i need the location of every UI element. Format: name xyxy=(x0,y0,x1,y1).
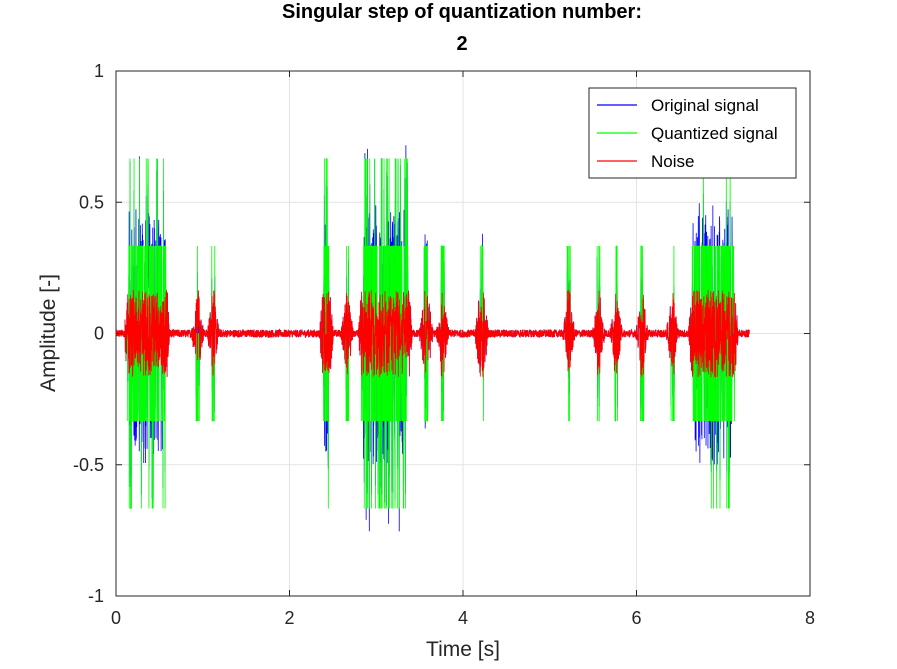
series-layer xyxy=(115,145,750,532)
y-tick-label: -0.5 xyxy=(73,455,104,475)
legend: Original signal Quantized signal Noise xyxy=(588,87,797,179)
x-tick-label: 0 xyxy=(111,608,121,628)
y-tick-label: 1 xyxy=(94,61,104,81)
y-tick-label: 0.5 xyxy=(79,192,104,212)
chart-title-line1: Singular step of quantization number: xyxy=(282,1,642,23)
x-tick-label: 8 xyxy=(805,608,815,628)
chart-title-line2: 2 xyxy=(456,33,467,55)
x-tick-label: 6 xyxy=(631,608,641,628)
legend-label-original-signal: Original signal xyxy=(651,96,759,115)
series-noise xyxy=(115,289,750,378)
axis-ticks: 0 2 4 6 8 -1 -0.5 0 0.5 1 xyxy=(73,61,815,628)
y-tick-label: -1 xyxy=(88,586,104,606)
x-axis-label: Time [s] xyxy=(426,638,500,661)
y-tick-label: 0 xyxy=(94,324,104,344)
legend-label-quantized-signal: Quantized signal xyxy=(651,124,778,143)
x-tick-label: 2 xyxy=(284,608,294,628)
y-axis-label: Amplitude [-] xyxy=(37,274,60,392)
x-tick-label: 4 xyxy=(458,608,468,628)
legend-label-noise: Noise xyxy=(651,152,694,171)
